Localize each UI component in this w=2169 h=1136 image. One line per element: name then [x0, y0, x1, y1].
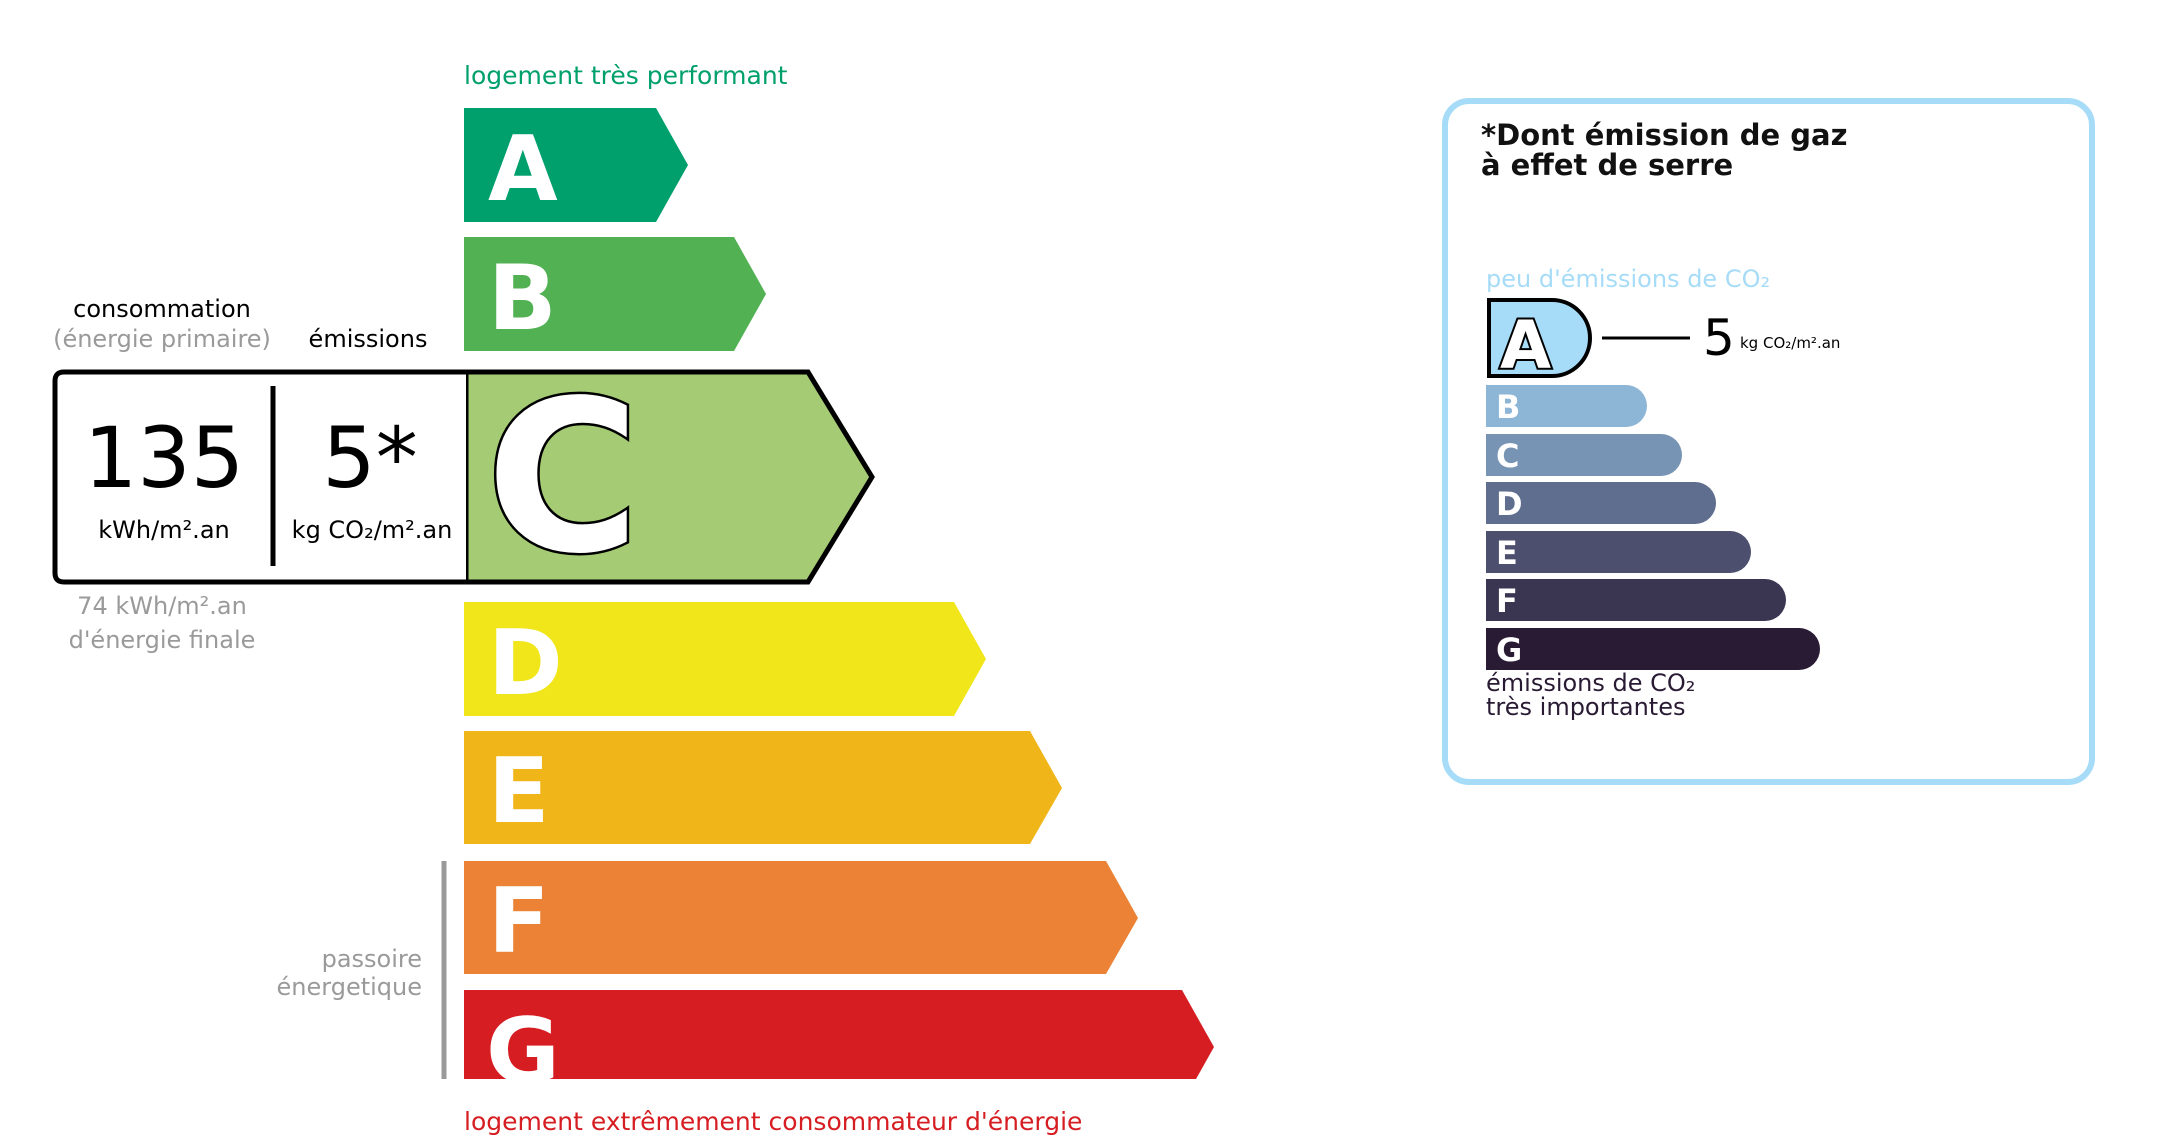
ghg-bar-b	[1486, 385, 1647, 427]
energy-letter-g: G	[486, 999, 560, 1079]
ghg-bar-g	[1486, 628, 1820, 670]
dpe-graphics: A B C D E F G A B C D E F G	[52, 98, 2095, 1079]
ghg-letter-b: B	[1496, 388, 1520, 426]
ghg-bottom-line1: émissions de CO₂	[1486, 669, 1696, 697]
ghg-value: 5	[1703, 309, 1735, 367]
final-energy-value: 74 kWh/m².an	[77, 592, 247, 620]
ghg-title-line1: *Dont émission de gaz	[1481, 118, 1848, 152]
ghg-title: *Dont émission de gaz à effet de serre	[1481, 120, 1847, 180]
energy-letter-c: C	[486, 355, 640, 600]
ghg-top-label: peu d'émissions de CO₂	[1486, 265, 1771, 293]
energy-bar-g	[464, 990, 1214, 1079]
ghg-bar-a	[1487, 298, 1592, 378]
ghg-bottom-line2: très importantes	[1486, 693, 1686, 721]
value-box	[52, 369, 466, 585]
energy-bar-a	[464, 108, 688, 222]
energy-bottom-label: logement extrêmement consommateur d'éner…	[464, 1107, 1083, 1136]
energy-top-label: logement très performant	[464, 61, 788, 90]
passoire-line2: énergetique	[276, 973, 422, 1001]
ghg-letter-a: A	[1500, 307, 1551, 384]
ghg-bar-e	[1486, 531, 1751, 573]
ghg-title-line2: à effet de serre	[1481, 148, 1734, 182]
energy-bar-f	[464, 861, 1138, 974]
ghg-letter-e: E	[1496, 534, 1518, 572]
final-energy-label: d'énergie finale	[68, 626, 256, 654]
ghg-letter-g: G	[1496, 631, 1522, 669]
emissions-value: 5*	[322, 409, 418, 507]
ghg-unit: kg CO₂/m².an	[1740, 334, 1841, 352]
energy-bar-b	[464, 237, 766, 351]
consumption-value: 135	[83, 409, 245, 507]
ghg-bar-f	[1486, 579, 1786, 621]
emissions-header: émissions	[308, 325, 428, 353]
ghg-bottom-label: émissions de CO₂ très importantes	[1486, 671, 1695, 719]
ghg-letter-d: D	[1496, 485, 1523, 523]
passoire-line1: passoire	[321, 945, 422, 973]
emissions-unit: kg CO₂/m².an	[291, 516, 453, 544]
energy-bar-d	[464, 602, 986, 716]
energy-bar-e	[464, 731, 1062, 844]
ghg-bar-c	[1486, 434, 1682, 476]
energy-letter-d: D	[488, 611, 563, 716]
ghg-letter-f: F	[1496, 582, 1518, 620]
consumption-unit: kWh/m².an	[98, 516, 230, 544]
energy-letter-e: E	[488, 739, 549, 844]
energy-letter-b: B	[488, 246, 557, 351]
energy-letter-a: A	[488, 117, 558, 222]
consumption-subheader: (énergie primaire)	[53, 325, 271, 353]
ghg-letter-c: C	[1496, 437, 1519, 475]
consumption-header: consommation	[73, 295, 251, 323]
energy-letter-f: F	[488, 869, 549, 974]
ghg-bar-d	[1486, 482, 1716, 524]
